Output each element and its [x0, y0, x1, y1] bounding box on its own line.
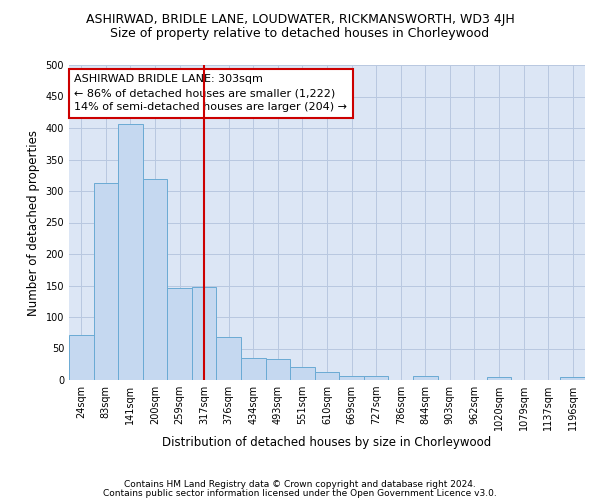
Bar — [560, 377, 585, 380]
Bar — [69, 334, 94, 380]
X-axis label: Distribution of detached houses by size in Chorleywood: Distribution of detached houses by size … — [163, 436, 491, 449]
Bar — [290, 368, 315, 380]
Bar — [94, 183, 118, 380]
Bar — [167, 288, 192, 380]
Bar — [118, 124, 143, 380]
Y-axis label: Number of detached properties: Number of detached properties — [27, 130, 40, 316]
Text: Contains public sector information licensed under the Open Government Licence v3: Contains public sector information licen… — [103, 489, 497, 498]
Text: Contains HM Land Registry data © Crown copyright and database right 2024.: Contains HM Land Registry data © Crown c… — [124, 480, 476, 489]
Bar — [241, 358, 266, 380]
Bar — [217, 337, 241, 380]
Text: Size of property relative to detached houses in Chorleywood: Size of property relative to detached ho… — [110, 28, 490, 40]
Bar — [266, 358, 290, 380]
Bar — [315, 372, 339, 380]
Bar — [364, 376, 388, 380]
Bar — [413, 376, 437, 380]
Bar — [487, 377, 511, 380]
Bar — [143, 179, 167, 380]
Bar — [192, 287, 217, 380]
Text: ASHIRWAD BRIDLE LANE: 303sqm
← 86% of detached houses are smaller (1,222)
14% of: ASHIRWAD BRIDLE LANE: 303sqm ← 86% of de… — [74, 74, 347, 112]
Text: ASHIRWAD, BRIDLE LANE, LOUDWATER, RICKMANSWORTH, WD3 4JH: ASHIRWAD, BRIDLE LANE, LOUDWATER, RICKMA… — [86, 12, 514, 26]
Bar — [339, 376, 364, 380]
